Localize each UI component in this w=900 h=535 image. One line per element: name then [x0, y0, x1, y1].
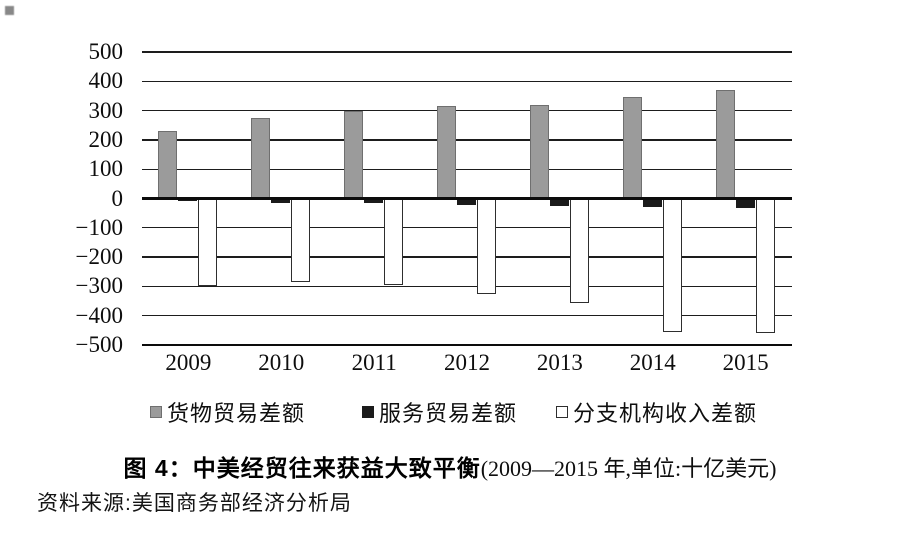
bar-services-2012 — [457, 198, 476, 205]
bar-services-2013 — [549, 198, 569, 207]
gridline — [142, 168, 792, 170]
gridline — [142, 139, 792, 141]
y-tick-label: 0 — [111, 185, 124, 211]
legend-label: 货物贸易差额 — [167, 401, 306, 426]
bar-goods-2009 — [158, 131, 178, 199]
bar-branch-2009 — [198, 198, 218, 287]
source-note: 资料来源:美国商务部经济分析局 — [37, 492, 352, 515]
y-tick-label: 200 — [88, 126, 124, 152]
gridline — [142, 256, 792, 258]
legend-label: 分支机构收入差额 — [573, 401, 758, 426]
figure-caption-title: 图 4：中美经贸往来获益大致平衡 — [123, 455, 481, 481]
bar-goods-2012 — [437, 106, 456, 199]
bar-services-2014 — [642, 198, 662, 208]
bar-goods-2014 — [622, 97, 642, 199]
y-tick-label: 100 — [88, 156, 124, 182]
zero-axis-line — [142, 197, 792, 200]
y-tick-label: 400 — [88, 68, 124, 94]
x-tick-label: 2011 — [351, 350, 397, 375]
goods-swatch-icon — [150, 406, 162, 418]
bar-branch-2014 — [662, 198, 682, 332]
figure-caption-subtitle: (2009—2015 年,单位:十亿美元) — [480, 456, 777, 481]
legend-item-branch: 分支机构收入差额 — [556, 398, 757, 426]
legend-label: 服务贸易差额 — [379, 401, 518, 426]
y-tick-label: −300 — [75, 273, 123, 299]
y-tick-label: 500 — [88, 39, 124, 64]
bar-services-2011 — [364, 198, 384, 204]
bar-services-2015 — [735, 198, 755, 209]
bar-goods-2015 — [715, 90, 735, 199]
scan-artifact — [5, 6, 14, 15]
bar-branch-2011 — [384, 198, 404, 285]
gridline — [142, 343, 792, 347]
x-tick-label: 2012 — [444, 350, 490, 375]
x-tick-label: 2013 — [536, 350, 583, 375]
bar-goods-2010 — [251, 117, 271, 199]
gridline — [142, 51, 792, 53]
y-tick-label: 300 — [88, 97, 124, 123]
bar-branch-2015 — [755, 198, 775, 334]
figure-caption: 图 4：中美经贸往来获益大致平衡(2009—2015 年,单位:十亿美元) — [0, 449, 900, 483]
gridline — [142, 80, 792, 82]
bar-goods-2011 — [344, 110, 364, 199]
gridline — [142, 227, 792, 229]
x-tick-label: 2010 — [258, 350, 305, 375]
x-tick-label: 2015 — [722, 350, 769, 375]
y-tick-label: −400 — [75, 302, 123, 328]
trade-balance-chart: 500 400 300 200 100 0 −100 −200 −300 −400 −500 2009… — [75, 39, 792, 375]
gridline — [142, 315, 792, 317]
gridline — [142, 285, 792, 288]
y-tick-label: −100 — [75, 214, 123, 240]
legend-item-services: 服务贸易差额 — [362, 398, 517, 426]
bar-branch-2012 — [477, 198, 496, 294]
y-tick-label: −200 — [75, 244, 123, 270]
services-swatch-icon — [362, 406, 374, 418]
bar-services-2010 — [271, 198, 291, 203]
bar-branch-2013 — [569, 198, 589, 303]
bar-goods-2013 — [529, 104, 549, 199]
y-tick-label: −500 — [75, 332, 123, 357]
x-tick-label: 2014 — [629, 350, 676, 375]
x-tick-label: 2009 — [165, 350, 212, 375]
gridline — [142, 109, 792, 112]
chart-legend: 货物贸易差额 服务贸易差额 分支机构收入差额 — [0, 398, 900, 428]
branch-swatch-icon — [556, 406, 568, 418]
legend-item-goods: 货物贸易差额 — [150, 398, 305, 426]
bar-branch-2010 — [291, 198, 311, 282]
